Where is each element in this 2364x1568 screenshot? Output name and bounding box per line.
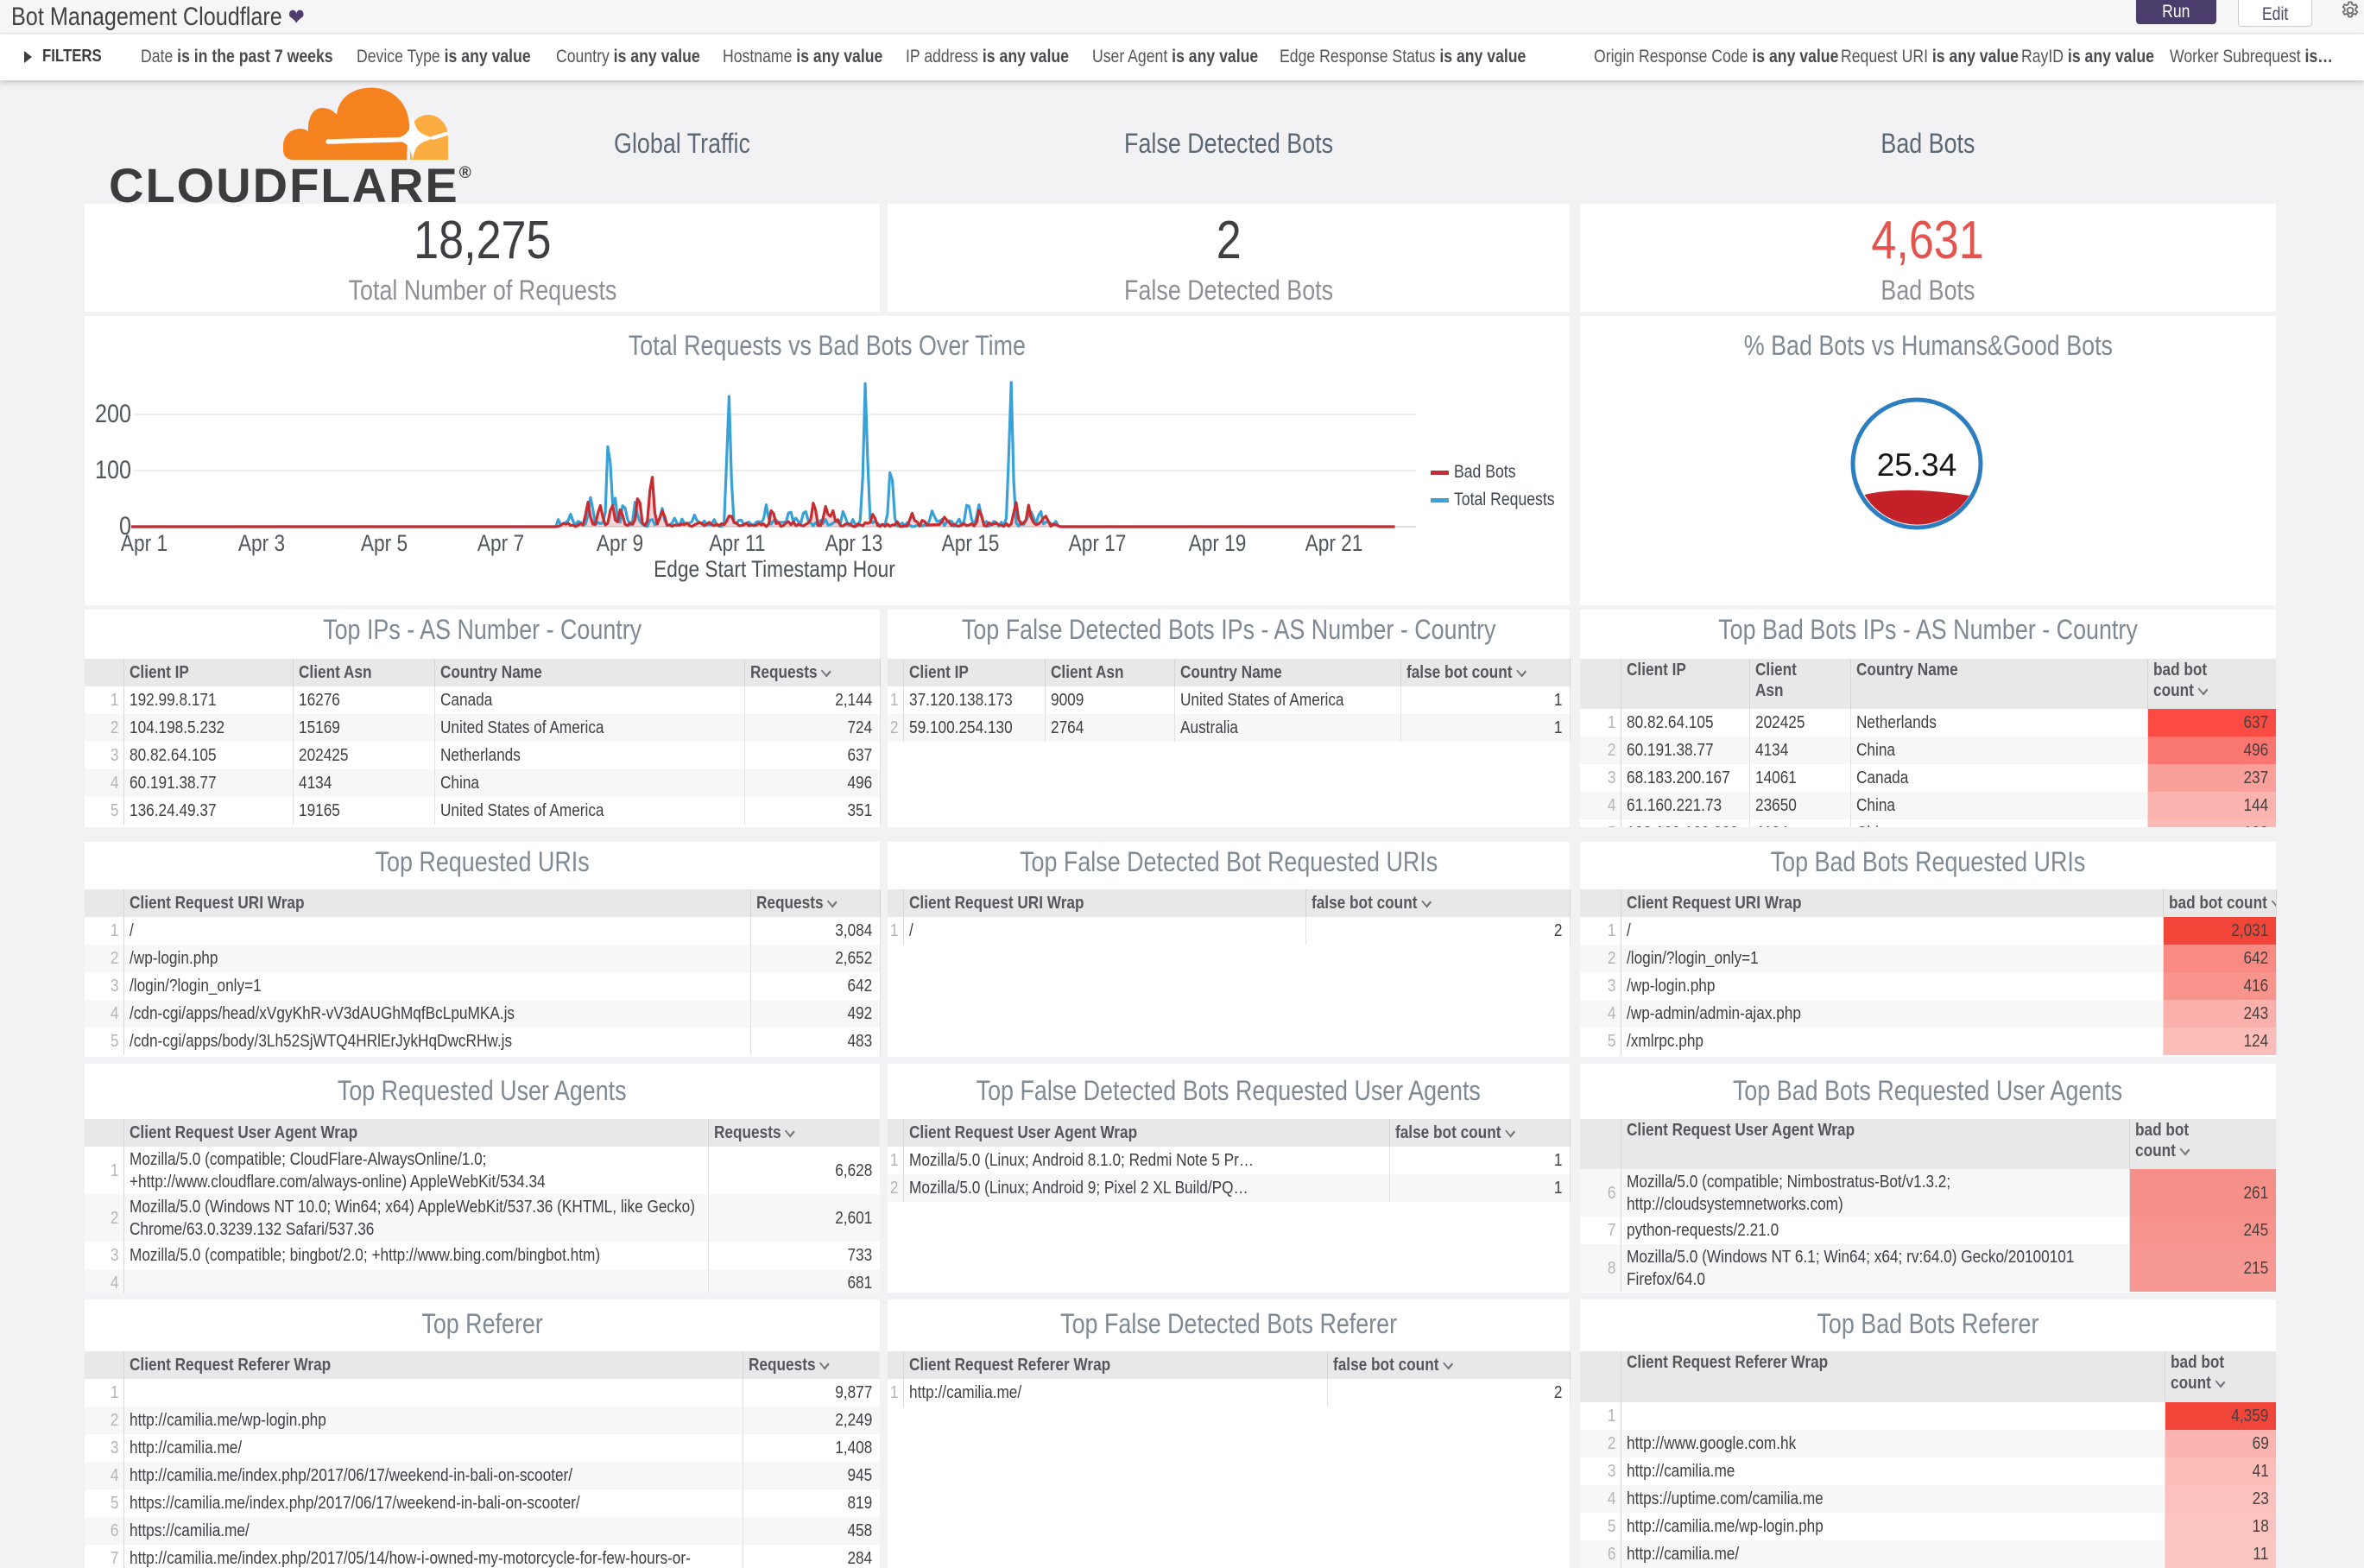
svg-text:Apr 13: Apr 13 bbox=[825, 530, 883, 556]
svg-text:Apr 11: Apr 11 bbox=[709, 530, 765, 556]
svg-text:Apr 1: Apr 1 bbox=[121, 530, 168, 556]
svg-text:Apr 3: Apr 3 bbox=[238, 530, 285, 556]
svg-text:Bad Bots: Bad Bots bbox=[1454, 462, 1516, 483]
svg-text:Apr 19: Apr 19 bbox=[1189, 530, 1247, 556]
svg-text:0: 0 bbox=[119, 511, 131, 541]
svg-text:Apr 7: Apr 7 bbox=[477, 530, 524, 556]
svg-text:25.34: 25.34 bbox=[1877, 447, 1957, 483]
svg-text:Apr 15: Apr 15 bbox=[942, 530, 1000, 556]
svg-text:Apr 9: Apr 9 bbox=[597, 530, 643, 556]
svg-text:Total Requests: Total Requests bbox=[1454, 490, 1555, 510]
svg-text:Apr 17: Apr 17 bbox=[1069, 530, 1127, 556]
svg-text:200: 200 bbox=[95, 399, 131, 428]
svg-text:Edge Start Timestamp Hour: Edge Start Timestamp Hour bbox=[654, 556, 895, 582]
svg-text:Apr 21: Apr 21 bbox=[1305, 530, 1363, 556]
svg-text:Apr 5: Apr 5 bbox=[361, 530, 408, 556]
svg-text:100: 100 bbox=[95, 455, 131, 484]
